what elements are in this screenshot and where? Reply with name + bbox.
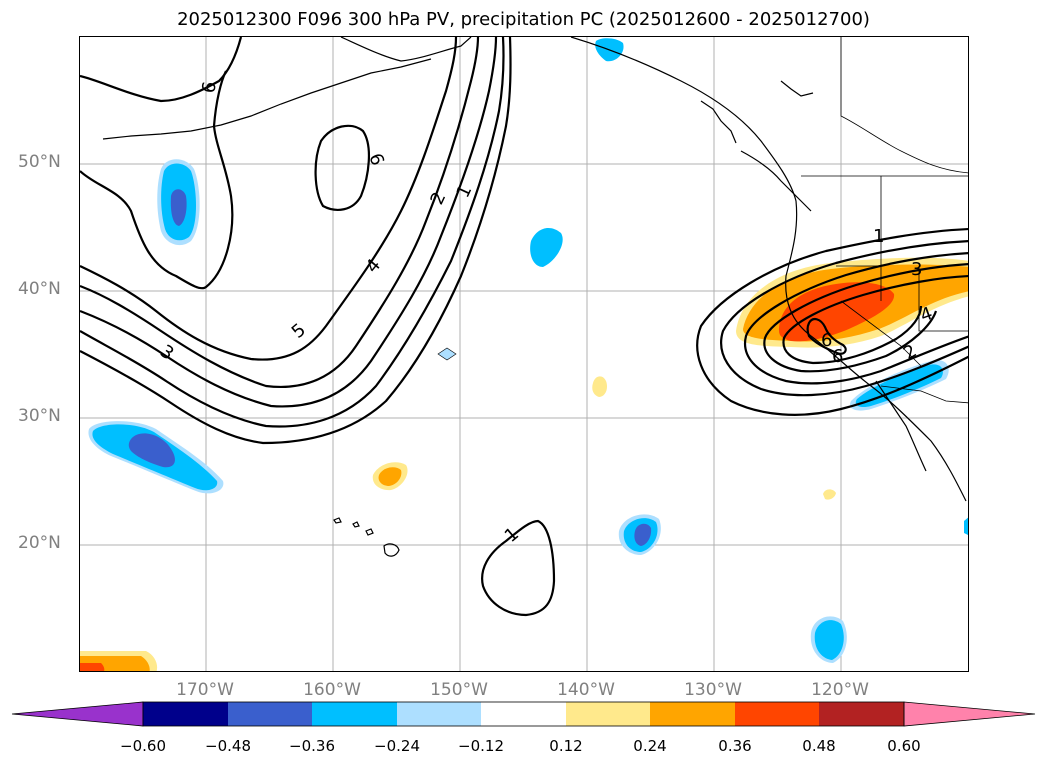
coastline-hawaii-kauai (333, 517, 342, 524)
pv-contour-1-south (481, 519, 556, 617)
precip-pos-blob-24n (823, 489, 836, 500)
precip-neg-33n (855, 364, 943, 408)
precip-pos-blob-23n-core (378, 467, 402, 486)
pv-contour-6-closed (314, 124, 371, 211)
contour-label-6-east-a: 6 (821, 330, 832, 351)
colorbar-bin-1 (143, 702, 228, 726)
colorbar-bin-8 (735, 702, 819, 726)
border-alaska-canada (840, 37, 968, 174)
coastline-aleutians (102, 58, 432, 140)
precip-neg-edge-e (964, 517, 968, 535)
precip-neg-47n-core (170, 189, 187, 226)
coastline-na-west (570, 37, 967, 502)
border-state-2 (840, 300, 922, 367)
contour-label-3-east: 3 (911, 259, 922, 280)
coastline-vancouver (740, 150, 812, 212)
colorbar-tick-5: −0.12 (458, 737, 504, 755)
pv-contour-4 (80, 37, 480, 388)
colorbar-tick-3: −0.36 (289, 737, 335, 755)
pv-contour-6-west (80, 37, 243, 103)
pv-contour-6-west-lobe (80, 70, 234, 290)
pv-contour-1 (80, 37, 512, 445)
lon-label-130w: 130°W (684, 680, 742, 700)
precip-neg-43n (530, 227, 563, 267)
coastline-alaska (340, 37, 472, 62)
border-state-4 (918, 266, 968, 332)
colorbar-outline (142, 701, 905, 727)
lon-label-150w: 150°W (430, 680, 488, 700)
colorbar-extend-low (11, 701, 144, 727)
pv-contour-5-east (782, 275, 968, 365)
lon-label-120w: 120°W (811, 680, 869, 700)
coastline-bc-islands (700, 100, 737, 144)
colorbar-tick-2: −0.48 (205, 737, 251, 755)
lon-label-140w: 140°W (557, 680, 615, 700)
coastline-hawaii-big (383, 543, 400, 557)
colorbar-bin-6 (566, 702, 650, 726)
coastline-alaska-frame (780, 80, 814, 97)
lat-label-20n: 20°N (18, 533, 61, 553)
contour-label-2: 2 (426, 189, 450, 208)
pv-contour-3-east (743, 252, 968, 385)
contour-label-5: 5 (288, 319, 310, 342)
map-panel: 6 6 2 1 4 5 3 1 1 3 4 2 6 6 (79, 36, 969, 672)
precip-pos-blob-32n (592, 376, 608, 397)
precip-pos-corner-sw-red (80, 663, 105, 671)
precip-neg-diamond-35n (437, 347, 457, 361)
colorbar-bin-2 (228, 702, 312, 726)
contour-label-2-east: 2 (900, 340, 920, 364)
colorbar-bin-4 (397, 702, 481, 726)
lat-label-50n: 50°N (18, 152, 61, 172)
coastlines (102, 37, 967, 557)
lon-label-160w: 160°W (303, 680, 361, 700)
lat-label-30n: 30°N (18, 406, 61, 426)
borders (801, 37, 968, 404)
pv-contour-2 (80, 37, 505, 428)
colorbar-tick-1: −0.60 (120, 737, 166, 755)
coastline-hawaii-maui (365, 528, 374, 536)
precip-neg-29n-core (128, 433, 175, 468)
colorbar-tick-4: −0.24 (374, 737, 420, 755)
contour-label-6-east-b: 6 (832, 346, 843, 367)
colorbar-tick-10: 0.60 (887, 737, 921, 755)
colorbar-bin-9 (819, 702, 904, 726)
pv-contour-2-east (720, 240, 968, 397)
pv-contour-6-east (806, 317, 847, 355)
map-svg: 6 6 2 1 4 5 3 1 1 3 4 2 6 6 (80, 37, 968, 671)
colorbar-extend-high (903, 701, 1036, 727)
pv-contour-4-east (763, 263, 968, 373)
precip-neg-13n (814, 620, 844, 660)
colorbar-tick-9: 0.48 (802, 737, 836, 755)
contour-label-6-nw: 6 (198, 80, 221, 95)
lat-label-40n: 40°N (18, 279, 61, 299)
colorbar-bin-3 (312, 702, 397, 726)
colorbar-bin-7 (650, 702, 735, 726)
chart-title: 2025012300 F096 300 hPa PV, precipitatio… (177, 9, 870, 30)
contour-label-1-east: 1 (873, 226, 884, 247)
colorbar-tick-7: 0.24 (633, 737, 667, 755)
pv-contours (80, 37, 968, 617)
pv-contour-5 (80, 37, 458, 361)
lon-label-170w: 170°W (176, 680, 234, 700)
precip-neg-21n-core (634, 523, 652, 546)
colorbar-bin-5 (481, 702, 566, 726)
colorbar-tick-8: 0.36 (718, 737, 752, 755)
pv-contour-3 (80, 37, 498, 408)
colorbar-tick-6: 0.12 (549, 737, 583, 755)
pv-contour-1-east (696, 228, 968, 416)
coastline-hawaii-oahu (352, 521, 360, 528)
